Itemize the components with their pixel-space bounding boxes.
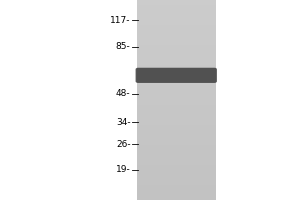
Bar	[136, 55, 216, 60]
Bar	[136, 100, 216, 105]
Bar	[136, 105, 216, 110]
Bar	[136, 185, 216, 190]
Bar	[136, 150, 216, 155]
Bar	[136, 50, 216, 55]
Bar	[136, 45, 216, 50]
Bar	[136, 30, 216, 35]
Bar	[136, 160, 216, 165]
Text: 26-: 26-	[116, 140, 130, 149]
Bar	[136, 195, 216, 200]
Bar	[136, 60, 216, 65]
Bar	[136, 145, 216, 150]
Bar	[136, 155, 216, 160]
Bar	[136, 135, 216, 140]
Bar	[136, 10, 216, 15]
Text: 48-: 48-	[116, 89, 130, 98]
Bar	[136, 170, 216, 175]
Text: 34-: 34-	[116, 118, 130, 127]
Bar	[136, 120, 216, 125]
Bar	[136, 190, 216, 195]
Bar	[136, 130, 216, 135]
Bar	[136, 65, 216, 70]
Bar	[136, 35, 216, 40]
Bar	[136, 40, 216, 45]
Bar	[136, 95, 216, 100]
Bar	[136, 140, 216, 145]
Bar	[136, 25, 216, 30]
Bar	[136, 90, 216, 95]
Bar	[136, 15, 216, 20]
Bar	[136, 125, 216, 130]
Bar	[136, 5, 216, 10]
Bar	[136, 165, 216, 170]
Bar	[136, 175, 216, 180]
Bar	[136, 180, 216, 185]
Bar	[136, 110, 216, 115]
FancyBboxPatch shape	[136, 68, 217, 83]
Bar	[136, 85, 216, 90]
Bar	[136, 70, 216, 75]
Bar	[136, 75, 216, 80]
Bar	[136, 80, 216, 85]
Bar	[136, 0, 216, 5]
Text: 19-: 19-	[116, 165, 130, 174]
Text: 85-: 85-	[116, 42, 130, 51]
Text: 117-: 117-	[110, 16, 130, 25]
Bar	[136, 115, 216, 120]
Bar	[136, 0, 216, 200]
Bar	[136, 20, 216, 25]
